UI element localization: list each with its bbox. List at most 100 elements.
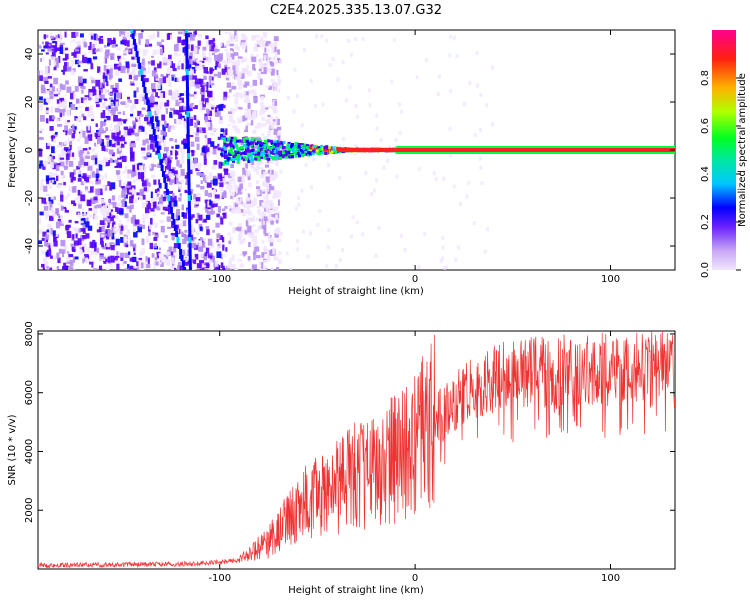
streak-cell <box>130 30 134 33</box>
heatmap-cell <box>244 188 247 191</box>
heatmap-cell <box>96 137 102 145</box>
heatmap-cell <box>297 202 301 207</box>
heatmap-cell <box>131 69 136 76</box>
heatmap-cell <box>483 249 487 254</box>
heatmap-cell <box>448 34 452 39</box>
heatmap-cell <box>170 233 176 236</box>
heatmap-cell <box>207 238 213 246</box>
heatmap-cell <box>73 92 76 100</box>
heatmap-cell <box>138 125 144 128</box>
heatmap-cell <box>158 136 164 143</box>
heatmap-cell <box>156 205 161 211</box>
heatmap-cell <box>85 233 90 239</box>
carrier-cell <box>263 139 267 143</box>
carrier-cell <box>244 157 248 161</box>
heatmap-cell <box>253 68 257 71</box>
heatmap-cell <box>249 57 253 60</box>
heatmap-cell <box>214 263 219 270</box>
heatmap-cell <box>133 231 138 238</box>
streak-cell <box>185 75 189 81</box>
heatmap-cell <box>104 119 107 122</box>
carrier-cell <box>258 153 262 157</box>
heatmap-cell <box>107 255 113 259</box>
heatmap-cell <box>103 157 109 163</box>
heatmap-cell <box>205 130 208 137</box>
heatmap-cell <box>103 57 106 64</box>
heatmap-cell <box>252 110 257 118</box>
heatmap-cell <box>113 92 117 100</box>
heatmap-cell <box>162 206 168 211</box>
heatmap-cell <box>123 236 128 243</box>
heatmap-cell <box>77 212 80 217</box>
heatmap-cell <box>139 94 145 98</box>
heatmap-cell <box>105 247 111 250</box>
carrier-cell <box>299 151 303 155</box>
heatmap-cell <box>241 209 246 217</box>
heatmap-cell <box>182 212 188 219</box>
heatmap-cell <box>124 165 127 172</box>
heatmap-cell <box>49 88 54 96</box>
heatmap-cell <box>170 257 175 264</box>
heatmap-cell <box>173 170 178 175</box>
heatmap-cell <box>191 55 195 61</box>
streak-cell <box>188 267 192 270</box>
heatmap-cell <box>154 116 159 122</box>
heatmap-cell <box>233 94 238 98</box>
heatmap-cell <box>228 114 234 120</box>
heatmap-cell <box>226 40 230 47</box>
heatmap-cell <box>57 257 61 264</box>
heatmap-cell <box>153 164 157 168</box>
heatmap-cell <box>94 132 98 137</box>
heatmap-cell <box>48 197 54 204</box>
heatmap-cell <box>209 151 212 155</box>
heatmap-cell <box>212 38 216 42</box>
heatmap-cell <box>159 101 164 107</box>
heatmap-cell <box>228 221 233 226</box>
heatmap-marks <box>38 30 675 270</box>
carrier-cell <box>261 151 265 155</box>
heatmap-cell <box>448 126 452 131</box>
heatmap-cell <box>91 77 96 80</box>
heatmap-cell <box>167 169 172 177</box>
heatmap-cell <box>172 67 177 72</box>
heatmap-cell <box>245 170 250 177</box>
heatmap-cell <box>189 116 194 122</box>
heatmap-cell <box>134 132 140 137</box>
heatmap-cell <box>425 58 429 63</box>
heatmap-cell <box>172 74 176 78</box>
heatmap-cell <box>174 138 177 143</box>
heatmap-cell <box>113 136 117 142</box>
streak-cell <box>142 81 146 87</box>
heatmap-cell <box>266 63 269 70</box>
heatmap-cell <box>150 208 155 212</box>
heatmap-cell <box>71 246 75 252</box>
x-tick-label: 100 <box>601 573 620 584</box>
carrier-cell <box>273 142 277 146</box>
streak-cell <box>186 129 190 135</box>
heatmap-cell <box>242 115 246 122</box>
heatmap-cell <box>81 245 85 253</box>
heatmap-cell <box>99 220 105 225</box>
heatmap-cell <box>98 181 102 186</box>
carrier-cell <box>293 145 297 149</box>
heatmap-cell <box>195 168 200 172</box>
heatmap-cell <box>63 165 69 169</box>
heatmap-cell <box>227 124 231 127</box>
heatmap-cell <box>252 129 257 135</box>
carrier-cell <box>271 144 275 148</box>
heatmap-cell <box>207 201 211 208</box>
heatmap-cell <box>39 197 42 201</box>
heatmap-cell <box>189 118 194 126</box>
colorbar-label: Normalized spectral amplitude <box>737 73 748 227</box>
heatmap-cell <box>121 190 126 198</box>
heatmap-cell <box>162 135 166 140</box>
heatmap-cell <box>214 194 220 199</box>
y-tick-label: -40 <box>24 238 35 254</box>
heatmap-cell <box>441 245 445 250</box>
heatmap-cell <box>80 215 86 220</box>
heatmap-cell <box>111 108 115 116</box>
heatmap-cell <box>49 125 54 131</box>
heatmap-cell <box>68 254 74 258</box>
heatmap-cell <box>269 116 274 120</box>
